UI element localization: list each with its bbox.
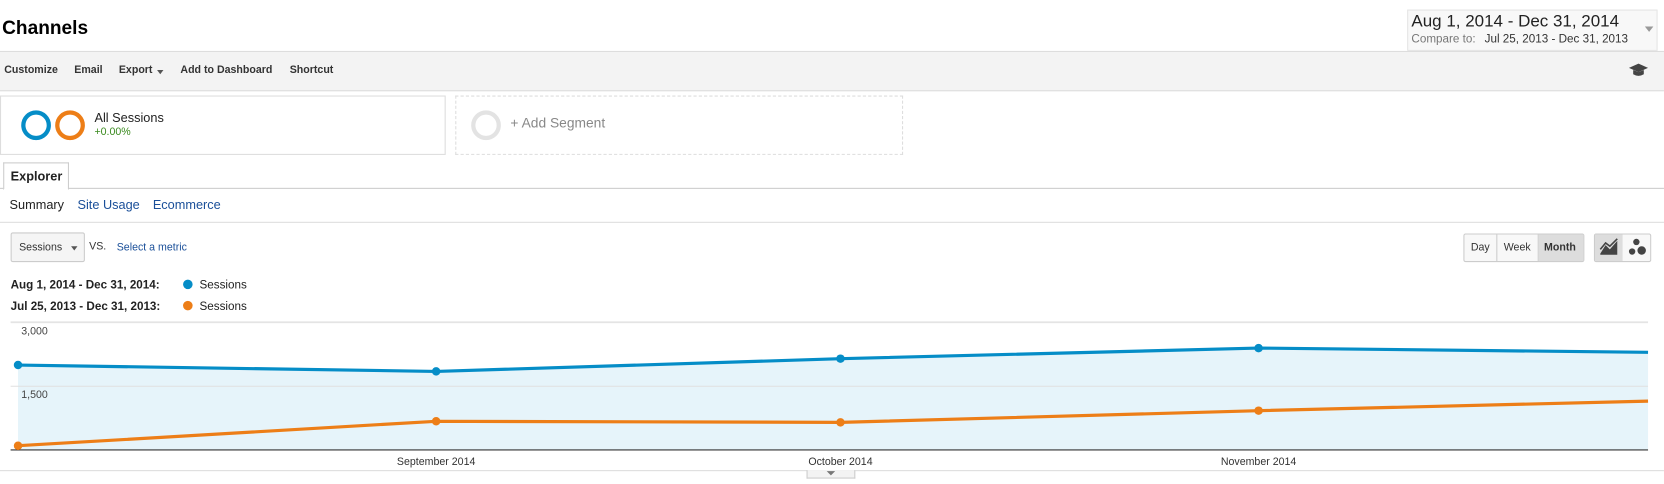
- legend-swatch: [183, 300, 193, 311]
- data-point: [431, 417, 441, 426]
- toolbar: [0, 50, 1664, 92]
- data-point: [1254, 406, 1263, 415]
- metric-label: Sessions: [19, 241, 63, 254]
- segment-change: +0.00%: [94, 126, 131, 138]
- add-segment[interactable]: + Add Segment: [455, 95, 904, 155]
- select-metric[interactable]: Select a metric: [116, 241, 187, 254]
- period-label: Day: [1470, 241, 1490, 254]
- data-point: [836, 354, 845, 363]
- period-buttons: Day Week Month: [1463, 233, 1585, 263]
- help-icon[interactable]: [1628, 62, 1649, 79]
- subtab[interactable]: Ecommerce: [152, 197, 221, 213]
- x-tick-label: October 2014: [808, 456, 872, 468]
- y-tick-label: 3,000: [21, 325, 48, 337]
- x-tick-label: September 2014: [397, 456, 476, 468]
- period-label: Month: [1544, 241, 1576, 254]
- legend-entry: Sessions: [200, 300, 247, 313]
- toolbar-item[interactable]: Add to Dashboard: [180, 64, 273, 77]
- data-point: [13, 360, 23, 370]
- caret: [71, 246, 78, 251]
- date-picker[interactable]: Aug 1, 2014 - Dec 31, 2014 Compare to: J…: [1407, 9, 1658, 51]
- legend-period: Jul 25, 2013 - Dec 31, 2013:: [11, 300, 161, 313]
- add-segment-label: + Add Segment: [510, 114, 606, 131]
- period-label: Week: [1503, 241, 1531, 254]
- tab-line: [0, 187, 1664, 189]
- x-tick-label: November 2014: [1221, 456, 1297, 468]
- subtab[interactable]: Summary: [9, 197, 65, 213]
- data-point: [13, 441, 23, 450]
- subtab[interactable]: Site Usage: [77, 197, 140, 213]
- motion-chart-button[interactable]: [1624, 235, 1651, 262]
- tab-label: Explorer: [10, 168, 63, 184]
- chart-type-buttons: [1593, 233, 1652, 263]
- period-button[interactable]: Month: [1538, 234, 1584, 262]
- legend-period: Aug 1, 2014 - Dec 31, 2014:: [11, 279, 160, 292]
- page-title: Channels: [2, 16, 89, 39]
- data-point: [1254, 343, 1263, 353]
- vs-label: VS.: [89, 240, 107, 253]
- divider: [0, 221, 1664, 223]
- legend-swatch: [183, 279, 193, 290]
- toolbar-item[interactable]: Email: [74, 64, 103, 77]
- period-button[interactable]: Day: [1464, 234, 1498, 262]
- caret: [826, 471, 836, 476]
- legend-entry: Sessions: [200, 279, 247, 292]
- date-range: Aug 1, 2014 - Dec 31, 2014: [1411, 12, 1620, 31]
- caret: [157, 70, 164, 75]
- toolbar-item[interactable]: Customize: [4, 64, 58, 77]
- toolbar-item[interactable]: Shortcut: [289, 64, 334, 77]
- data-point: [836, 418, 845, 427]
- area-fill: [18, 348, 1649, 450]
- caret: [1644, 26, 1654, 32]
- y-tick-label: 1,500: [21, 389, 48, 401]
- segment-name: All Sessions: [94, 110, 164, 126]
- segment-placeholder: [471, 110, 501, 141]
- tab[interactable]: Explorer: [3, 162, 69, 190]
- segment-card[interactable]: All Sessions +0.00%: [0, 95, 446, 155]
- segment-icon: [21, 110, 85, 141]
- line-chart-button[interactable]: [1594, 234, 1623, 262]
- data-point: [431, 367, 441, 376]
- compare-range: Jul 25, 2013 - Dec 31, 2013: [1484, 32, 1629, 46]
- period-button[interactable]: Week: [1497, 234, 1539, 262]
- metric-dropdown[interactable]: Sessions: [10, 232, 85, 263]
- collapse-tab[interactable]: [806, 470, 856, 479]
- toolbar-item[interactable]: Export: [118, 64, 153, 77]
- compare-label: Compare to:: [1411, 32, 1476, 46]
